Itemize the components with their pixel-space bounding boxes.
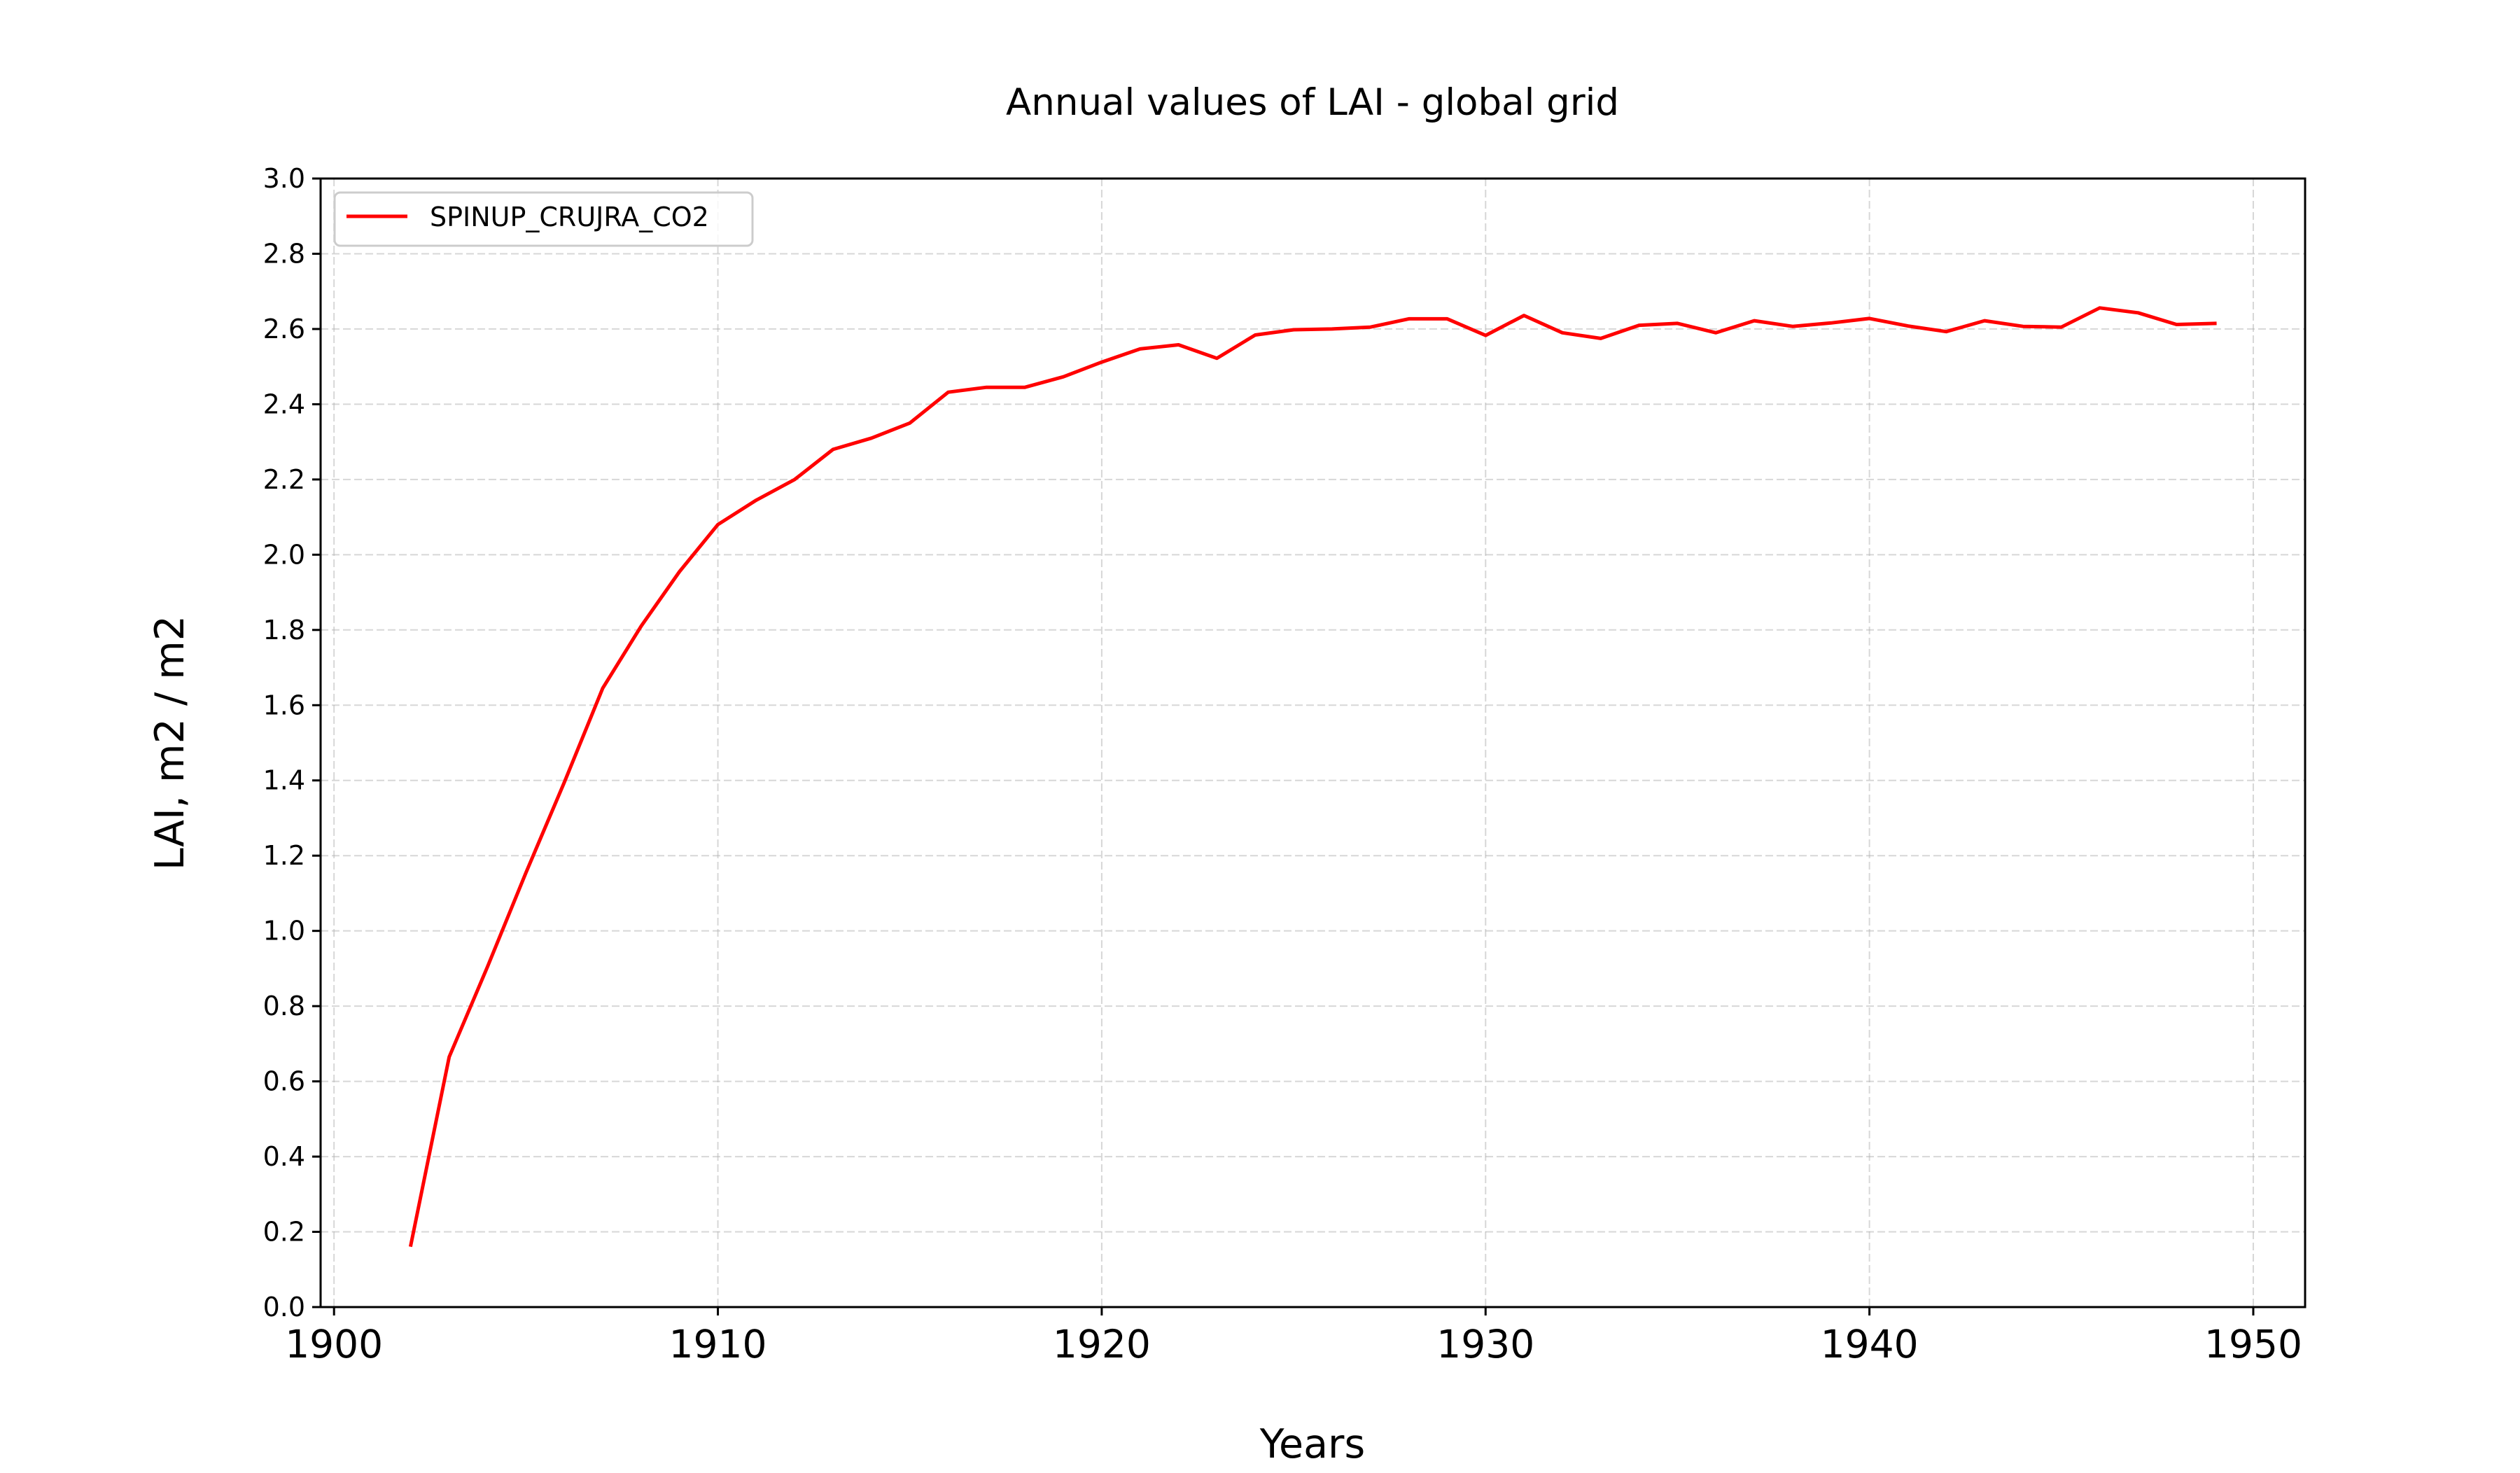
x-axis-ticks: 1900 1910 1920 1930 1940 1950: [285, 1307, 2302, 1367]
x-tick-label: 1900: [285, 1322, 383, 1367]
y-axis-label: LAI, m2 / m2: [147, 615, 193, 870]
y-tick-label: 1.0: [263, 916, 305, 947]
y-tick-label: 1.4: [263, 765, 305, 796]
y-tick-label: 0.0: [263, 1292, 305, 1322]
y-tick-label: 1.2: [263, 840, 305, 871]
y-tick-label: 2.4: [263, 389, 305, 419]
legend-series-label: SPINUP_CRUJRA_CO2: [430, 202, 709, 232]
y-tick-label: 0.8: [263, 991, 305, 1021]
y-axis-ticks: 0.0 0.2 0.4 0.6 0.8 1.0 1.2 1.4 1.6 1.8 2.0 2.2 2.4 2…: [263, 163, 321, 1322]
legend: SPINUP_CRUJRA_CO2: [333, 191, 754, 247]
y-tick-label: 3.0: [263, 163, 305, 194]
y-tick-label: 0.2: [263, 1217, 305, 1248]
chart-title: Annual values of LAI - global grid: [1006, 81, 1619, 124]
y-tick-label: 1.8: [263, 615, 305, 645]
y-tick-label: 2.8: [263, 238, 305, 269]
x-tick-label: 1950: [2204, 1322, 2302, 1367]
y-tick-label: 0.6: [263, 1066, 305, 1097]
x-tick-label: 1930: [1436, 1322, 1534, 1367]
x-tick-label: 1910: [669, 1322, 767, 1367]
y-tick-label: 2.0: [263, 539, 305, 570]
series-layer: [408, 306, 2217, 1248]
plot-frame: [319, 177, 2306, 1308]
x-axis-label: Years: [1259, 1421, 1365, 1467]
series-line: [408, 306, 2217, 1248]
y-tick-label: 1.6: [263, 690, 305, 720]
x-tick-label: 1920: [1053, 1322, 1151, 1367]
y-tick-label: 2.6: [263, 314, 305, 344]
x-tick-label: 1940: [1821, 1322, 1919, 1367]
y-tick-label: 2.2: [263, 464, 305, 495]
legend-frame: [333, 191, 754, 247]
y-tick-label: 0.4: [263, 1141, 305, 1172]
